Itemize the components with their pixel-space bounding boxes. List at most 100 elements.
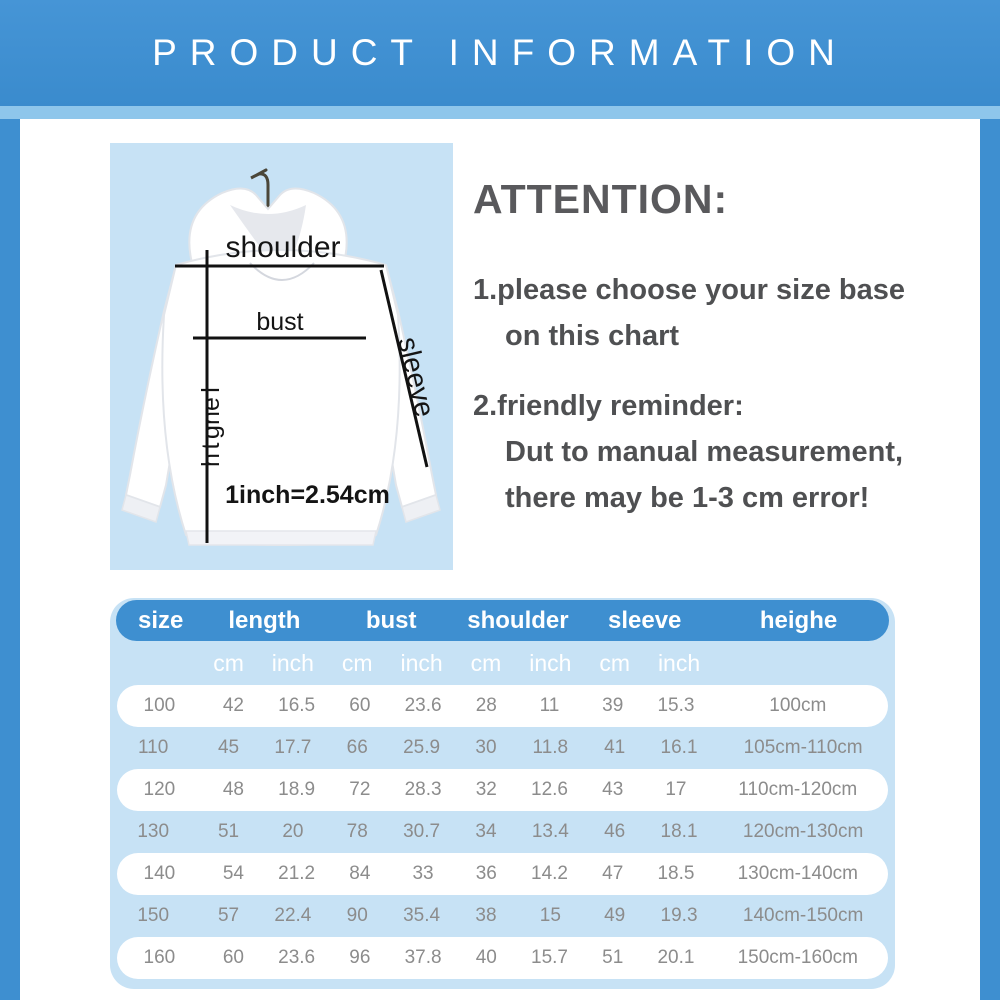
measure-cell: 72: [349, 779, 371, 800]
table-header-row: size length bust shoulder sleeve heighe: [116, 600, 889, 641]
attention-heading: ATTENTION:: [473, 176, 729, 222]
measure-cell: 60: [349, 695, 371, 716]
table-row: 160 60 23.6 96 37.8 40 15.7 51 20.1 150cm-160cm: [117, 937, 888, 979]
measure-cell: 51: [217, 821, 240, 842]
measure-cell: 39: [602, 695, 624, 716]
shoulder-label: shoulder: [225, 231, 341, 264]
unit-label: cm: [341, 649, 373, 676]
page-title: PRODUCT INFORMATION: [152, 32, 848, 73]
height-cell: 105cm-110cm: [743, 737, 863, 758]
measure-cell: 17: [665, 779, 687, 800]
measure-cell: 57: [217, 905, 240, 926]
attention-item-2-line-2: Dut to manual measurement,: [505, 436, 904, 468]
hoodie-illustration: [121, 168, 441, 547]
measure-cell: 37.8: [404, 947, 442, 968]
measure-cell: 25.9: [403, 737, 441, 758]
bust-label: bust: [256, 308, 304, 336]
height-cell: 110cm-120cm: [738, 779, 858, 800]
measure-cell: 40: [475, 947, 497, 968]
unit-header-row: cm inch cm inch cm inch cm inch: [110, 641, 895, 685]
inch-conversion-note: 1inch=2.54cm: [225, 481, 390, 509]
measure-cell: 19.3: [660, 905, 698, 926]
column-header-shoulder: shoulder: [467, 606, 569, 634]
attention-item-2-line-1: 2.friendly reminder:: [473, 390, 744, 422]
column-header-length: length: [228, 606, 301, 634]
measure-cell: 32: [475, 779, 497, 800]
measure-cell: 49: [604, 905, 626, 926]
measure-cell: 16.5: [278, 695, 316, 716]
measure-cell: 30: [475, 737, 497, 758]
measure-cell: 18.9: [278, 779, 316, 800]
measure-cell: 84: [349, 863, 371, 884]
measure-cell: 47: [602, 863, 624, 884]
banner: PRODUCT INFORMATION: [0, 0, 1000, 106]
measure-cell: 18.5: [657, 863, 695, 884]
column-header-sleeve: sleeve: [607, 606, 682, 634]
size-cell: 160: [143, 947, 176, 968]
measure-cell: 12.6: [531, 779, 568, 800]
measure-cell: 20: [282, 821, 304, 842]
measure-cell: 42: [222, 695, 244, 716]
height-cell: 140cm-150cm: [742, 905, 864, 926]
measure-cell: 48: [222, 779, 244, 800]
unit-label: inch: [271, 649, 314, 676]
right-border: [980, 119, 1000, 1000]
banner-accent-strip: [0, 106, 1000, 119]
unit-label: cm: [470, 649, 502, 676]
measure-cell: 23.6: [404, 695, 442, 716]
unit-label: inch: [529, 649, 572, 676]
attention-item-1: 1.please choose your size base on this c…: [473, 267, 953, 359]
height-cell: 120cm-130cm: [742, 821, 864, 842]
unit-label: inch: [400, 649, 443, 676]
measure-cell: 35.4: [403, 905, 441, 926]
table-row: 150 57 22.4 90 35.4 38 15 49 19.3 140cm-150cm: [110, 895, 895, 937]
measure-cell: 13.4: [531, 821, 569, 842]
measure-cell: 22.4: [274, 905, 312, 926]
table-row: 140 54 21.2 84 33 36 14.2 47 18.5 130cm-140cm: [117, 853, 888, 895]
measure-cell: 43: [602, 779, 624, 800]
measure-cell: 38: [475, 905, 497, 926]
table-row: 120 48 18.9 72 28.3 32 12.6 43 17 110cm-120cm: [117, 769, 888, 811]
measure-cell: 28: [475, 695, 497, 716]
measure-cell: 66: [346, 737, 368, 758]
size-table: size length bust shoulder sleeve heighe …: [110, 598, 895, 989]
unit-label: cm: [213, 649, 244, 676]
size-cell: 110: [138, 737, 169, 758]
measure-cell: 78: [346, 821, 368, 842]
measure-cell: 90: [346, 905, 368, 926]
measure-cell: 23.6: [278, 947, 316, 968]
measure-cell: 34: [475, 821, 497, 842]
measure-cell: 11.8: [532, 737, 569, 758]
measure-cell: 28.3: [404, 779, 442, 800]
measure-cell: 14.2: [531, 863, 568, 884]
attention-section: ATTENTION: 1.please choose your size bas…: [473, 176, 953, 521]
measure-cell: 46: [604, 821, 626, 842]
measure-cell: 33: [412, 863, 434, 884]
measure-cell: 21.2: [278, 863, 316, 884]
size-cell: 120: [143, 779, 176, 800]
table-row: 110 45 17.7 66 25.9 30 11.8 41 16.1 105cm-110cm: [110, 727, 895, 769]
measurement-lines: [175, 250, 429, 543]
measure-cell: 54: [222, 863, 244, 884]
measure-cell: 60: [222, 947, 244, 968]
measure-cell: 20.1: [657, 947, 695, 968]
table-row: 100 42 16.5 60 23.6 28 11 39 15.3 100cm: [117, 685, 888, 727]
measure-cell: 16.1: [660, 737, 698, 758]
measure-cell: 45: [217, 737, 240, 758]
column-header-height: heighe: [759, 606, 838, 634]
size-cell: 140: [143, 863, 176, 884]
table-row: 130 51 20 78 30.7 34 13.4 46 18.1 120cm-130cm: [110, 811, 895, 853]
attention-item-2: 2.friendly reminder: Dut to manual measu…: [473, 383, 953, 521]
size-cell: 130: [137, 821, 170, 842]
attention-item-2-line-3: there may be 1-3 cm error!: [505, 482, 870, 514]
column-header-size: size: [138, 606, 184, 634]
measure-cell: 18.1: [660, 821, 698, 842]
measure-cell: 15: [539, 905, 561, 926]
column-header-bust: bust: [365, 606, 417, 634]
measure-cell: 30.7: [403, 821, 441, 842]
table-body: 100 42 16.5 60 23.6 28 11 39 15.3 100cm 110 45 17.7 6…: [110, 685, 895, 979]
hoodie-body: [121, 187, 441, 547]
